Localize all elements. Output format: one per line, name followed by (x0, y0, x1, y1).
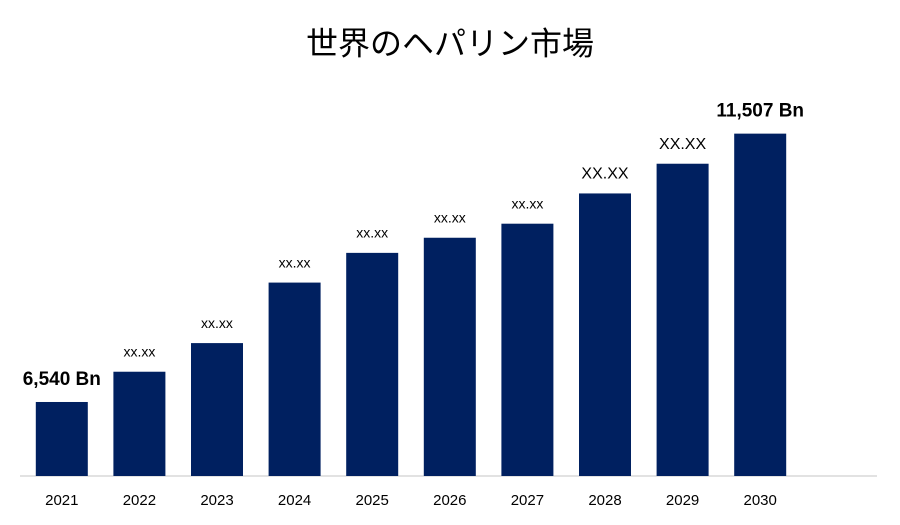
bar (656, 163, 709, 477)
value-label: XX.XX (581, 166, 628, 183)
bar (423, 237, 476, 476)
value-label: 6,540 Bn (23, 369, 101, 390)
bar (35, 401, 88, 476)
x-tick-label: 2022 (123, 492, 156, 509)
bar (191, 343, 243, 476)
value-label: xx.xx (356, 225, 388, 241)
value-label: xx.xx (123, 343, 155, 359)
value-label: xx.xx (434, 209, 466, 225)
bar (734, 133, 787, 476)
bar (579, 193, 631, 476)
value-label: xx.xx (201, 315, 233, 331)
x-tick-label: 2026 (433, 492, 466, 509)
x-tick-label: 2021 (45, 492, 78, 509)
x-tick-label: 2027 (511, 492, 544, 509)
value-label: xx.xx (279, 254, 311, 270)
x-tick-label: 2024 (278, 492, 311, 509)
value-label: 11,507 Bn (716, 101, 804, 122)
bar (268, 282, 321, 476)
bar (501, 223, 554, 476)
chart-title: 世界のヘパリン市場 (306, 25, 594, 63)
value-label: XX.XX (659, 136, 706, 153)
bar (346, 252, 399, 476)
value-label: xx.xx (511, 195, 543, 211)
x-tick-label: 2029 (666, 492, 699, 509)
x-tick-label: 2023 (200, 492, 233, 509)
x-tick-label: 2030 (744, 492, 777, 509)
bar (113, 371, 166, 476)
x-tick-label: 2028 (588, 492, 621, 509)
x-tick-label: 2025 (356, 492, 389, 509)
